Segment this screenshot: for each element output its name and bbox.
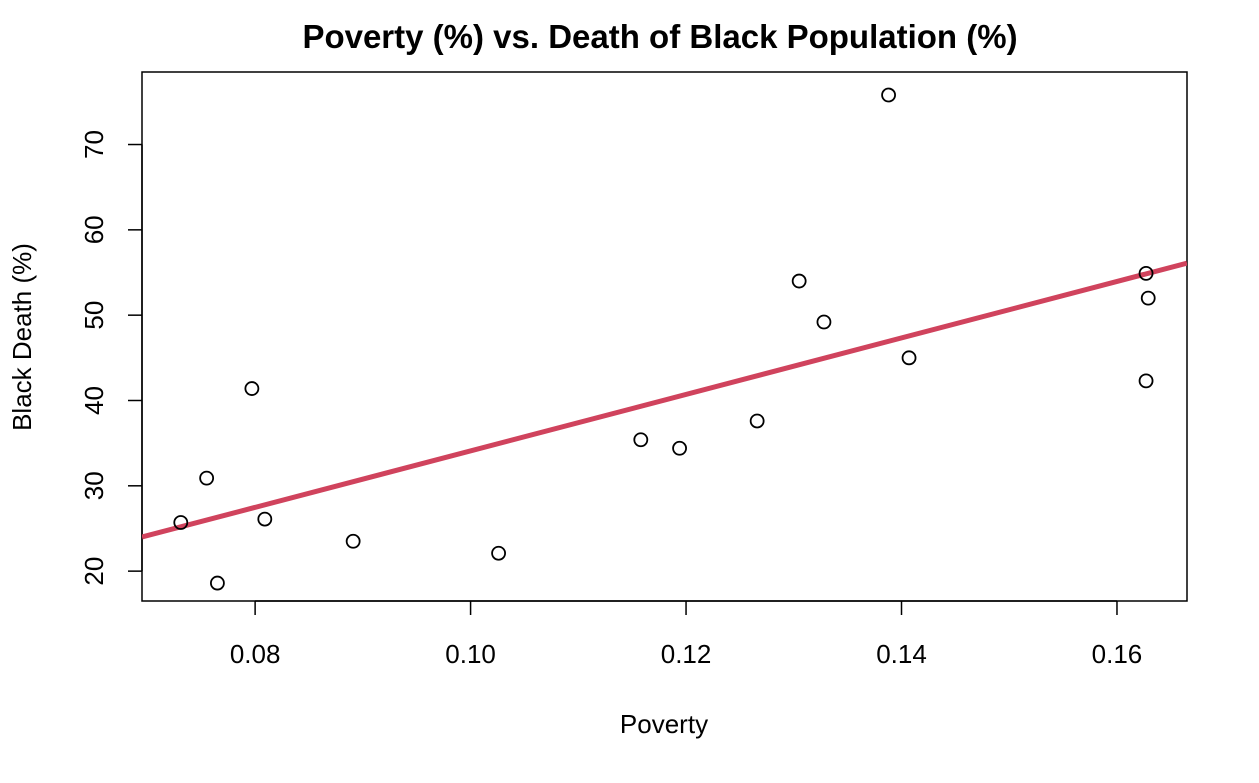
data-point <box>1138 265 1154 281</box>
x-tick-label: 0.08 <box>230 639 281 669</box>
y-axis: 20 30 40 50 60 70 <box>79 130 143 586</box>
data-point <box>244 381 260 396</box>
data-points <box>173 87 1156 591</box>
x-tick-label: 0.14 <box>876 639 927 669</box>
x-tick-label: 0.16 <box>1092 639 1143 669</box>
data-point <box>816 314 832 330</box>
y-tick-label: 50 <box>79 301 109 330</box>
data-point <box>791 273 807 289</box>
data-point <box>633 432 649 448</box>
data-point <box>210 575 225 591</box>
plot-frame <box>141 71 1188 602</box>
regression-line <box>142 260 1187 540</box>
y-tick-label: 30 <box>79 471 109 500</box>
x-axis-label: Poverty <box>620 709 708 739</box>
y-axis-label: Black Death (%) <box>7 243 37 431</box>
data-point <box>881 87 896 103</box>
data-point <box>1138 373 1154 389</box>
data-point <box>1140 290 1156 306</box>
data-point <box>199 470 215 486</box>
x-axis: 0.08 0.10 0.12 0.14 0.16 <box>230 600 1143 669</box>
data-point <box>257 511 273 527</box>
data-point <box>749 413 765 429</box>
regression-line-group <box>142 260 1187 540</box>
data-point <box>901 350 917 366</box>
x-tick-label: 0.10 <box>445 639 496 669</box>
y-tick-label: 20 <box>79 557 109 586</box>
y-tick-label: 70 <box>79 130 109 159</box>
data-point <box>345 533 361 549</box>
x-tick-label: 0.12 <box>661 639 712 669</box>
chart-title: Poverty (%) vs. Death of Black Populatio… <box>302 18 1017 55</box>
data-point <box>672 440 687 456</box>
y-tick-label: 60 <box>79 215 109 244</box>
data-point <box>173 515 189 530</box>
data-point <box>491 545 506 561</box>
y-tick-label: 40 <box>79 386 109 415</box>
